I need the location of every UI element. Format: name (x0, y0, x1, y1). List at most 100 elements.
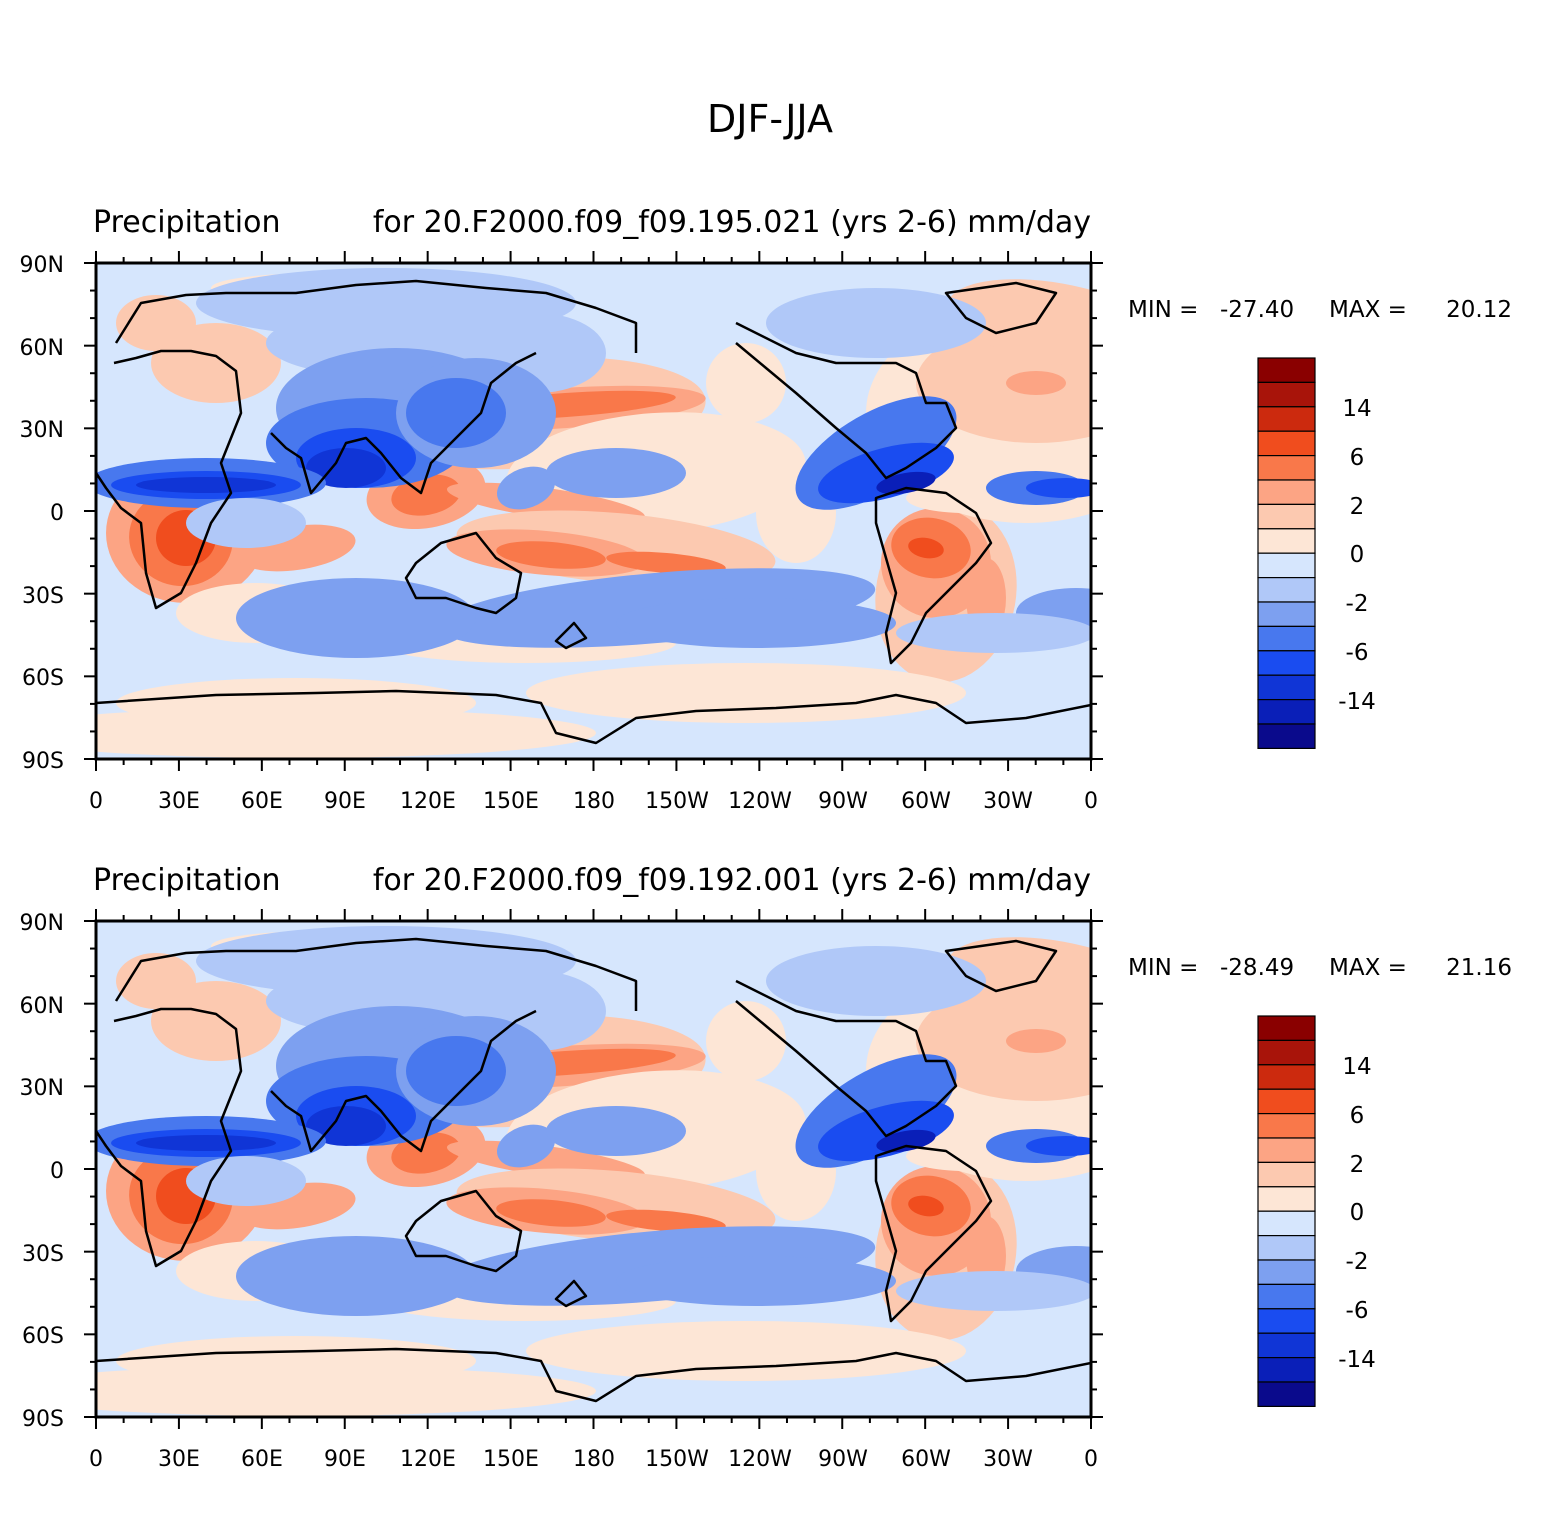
lon-label: 0 (1084, 789, 1098, 814)
panel-1-title-left: Precipitation (93, 205, 281, 240)
precip-contour (546, 448, 686, 498)
lat-label: 60N (20, 336, 64, 361)
coastline (96, 349, 243, 610)
precip-contour (496, 541, 606, 569)
lon-label: 120W (728, 1447, 792, 1472)
precip-contour (896, 613, 1091, 653)
lon-label: 60E (241, 789, 283, 814)
colorbar-swatch (1257, 1259, 1316, 1285)
colorbar-swatch (1257, 1381, 1316, 1407)
lon-label: 60W (901, 789, 951, 814)
lon-label: 150E (483, 1447, 539, 1472)
colorbar-label: 6 (1350, 1103, 1365, 1129)
max-value: 21.16 (1446, 955, 1512, 981)
precip-contour (496, 466, 556, 510)
precip-contour (876, 471, 936, 495)
panel-2: Precipitation for 20.F2000.f09_f09.192.0… (20, 863, 1512, 1472)
lon-label: 30E (158, 789, 200, 814)
coastline (96, 1347, 1091, 1403)
colorbar-label: 0 (1350, 1200, 1365, 1226)
lon-label: 150E (483, 789, 539, 814)
lon-label: 150W (645, 789, 709, 814)
coastline (96, 689, 1091, 745)
lon-label: 0 (89, 789, 103, 814)
max-label: MAX = (1329, 955, 1407, 981)
lat-label: 60N (20, 994, 64, 1019)
colorbar-label: -2 (1346, 1249, 1369, 1275)
min-label: MIN = (1128, 955, 1198, 981)
lat-label: 90S (22, 749, 64, 774)
lon-label: 60E (241, 1447, 283, 1472)
precip-contour (306, 1106, 386, 1146)
colorbar-swatch (1257, 1015, 1316, 1041)
lon-label: 120E (400, 1447, 456, 1472)
colorbar-swatch (1257, 1234, 1316, 1261)
precip-contour (406, 378, 506, 448)
colorbar-swatch (1257, 650, 1316, 676)
lat-label: 30S (22, 1242, 64, 1267)
lat-label: 60S (22, 1324, 64, 1349)
lon-label: 90E (324, 1447, 366, 1472)
colorbar-swatch (1257, 1186, 1316, 1212)
colorbar-label: 2 (1350, 494, 1365, 520)
coastline (554, 1279, 588, 1308)
colorbar-swatch (1257, 1064, 1316, 1090)
lat-label: 90N (20, 253, 64, 278)
colorbar-swatch (1257, 528, 1316, 554)
precip-contour (706, 343, 786, 423)
colorbar-swatch (1257, 1332, 1316, 1359)
colorbar-swatch (1257, 552, 1316, 579)
precip-contour (896, 1271, 1091, 1311)
main-title: DJF-JJA (707, 97, 833, 141)
lat-label: 30N (20, 1076, 64, 1101)
lat-label: 0 (50, 501, 64, 526)
lat-label: 30S (22, 584, 64, 609)
colorbar-label: -14 (1338, 1347, 1376, 1373)
colorbar-swatch (1257, 601, 1316, 627)
lat-label: 90N (20, 911, 64, 936)
lon-label: 90W (818, 1447, 868, 1472)
colorbar-swatch (1257, 1210, 1316, 1237)
colorbar-swatch (1257, 1308, 1316, 1334)
lat-label: 90S (22, 1407, 64, 1432)
precip-contour (1006, 371, 1066, 395)
colorbar-swatch (1257, 406, 1316, 432)
colorbar-swatch (1257, 1039, 1316, 1066)
colorbar-swatch (1257, 479, 1316, 505)
coastline (96, 1007, 243, 1268)
lon-label: 30W (983, 1447, 1033, 1472)
coastline (735, 321, 958, 480)
coastline (735, 979, 958, 1138)
colorbar-swatch (1257, 1088, 1316, 1115)
precip-contour (546, 1106, 686, 1156)
colorbar-swatch (1257, 1137, 1316, 1163)
precip-contour (616, 1256, 896, 1306)
lon-label: 0 (1084, 1447, 1098, 1472)
colorbar-swatch (1257, 1161, 1316, 1188)
precip-contour (96, 708, 596, 758)
colorbar-swatch (1257, 1112, 1316, 1139)
colorbar-label: -6 (1346, 640, 1369, 666)
coastline (554, 621, 588, 650)
min-value: -27.40 (1220, 297, 1294, 323)
colorbar-label: 6 (1350, 445, 1365, 471)
panel-1-lat-labels: 90N 60N 30N 0 30S 60S 90S (20, 253, 64, 774)
coastline (114, 279, 638, 353)
panel-1-colorbar-labels: 14 6 2 0 -2 -6 -14 (1338, 396, 1376, 715)
colorbar-swatch (1257, 674, 1316, 701)
panel-2-colorbar (1257, 1015, 1316, 1407)
precip-contour (136, 477, 276, 493)
colorbar-swatch (1257, 455, 1316, 481)
lon-label: 30W (983, 789, 1033, 814)
lon-label: 0 (89, 1447, 103, 1472)
precip-contour (1006, 1029, 1066, 1053)
precip-contour (406, 1036, 506, 1106)
panel-1-map (96, 263, 1091, 759)
max-label: MAX = (1329, 297, 1407, 323)
coastline (270, 1009, 537, 1153)
precip-contour (908, 537, 944, 559)
precip-contour (186, 498, 306, 548)
panel-1-lon-labels: 0 30E 60E 90E 120E 150E 180 150W 120W 90… (89, 789, 1098, 814)
coastline (114, 937, 638, 1011)
